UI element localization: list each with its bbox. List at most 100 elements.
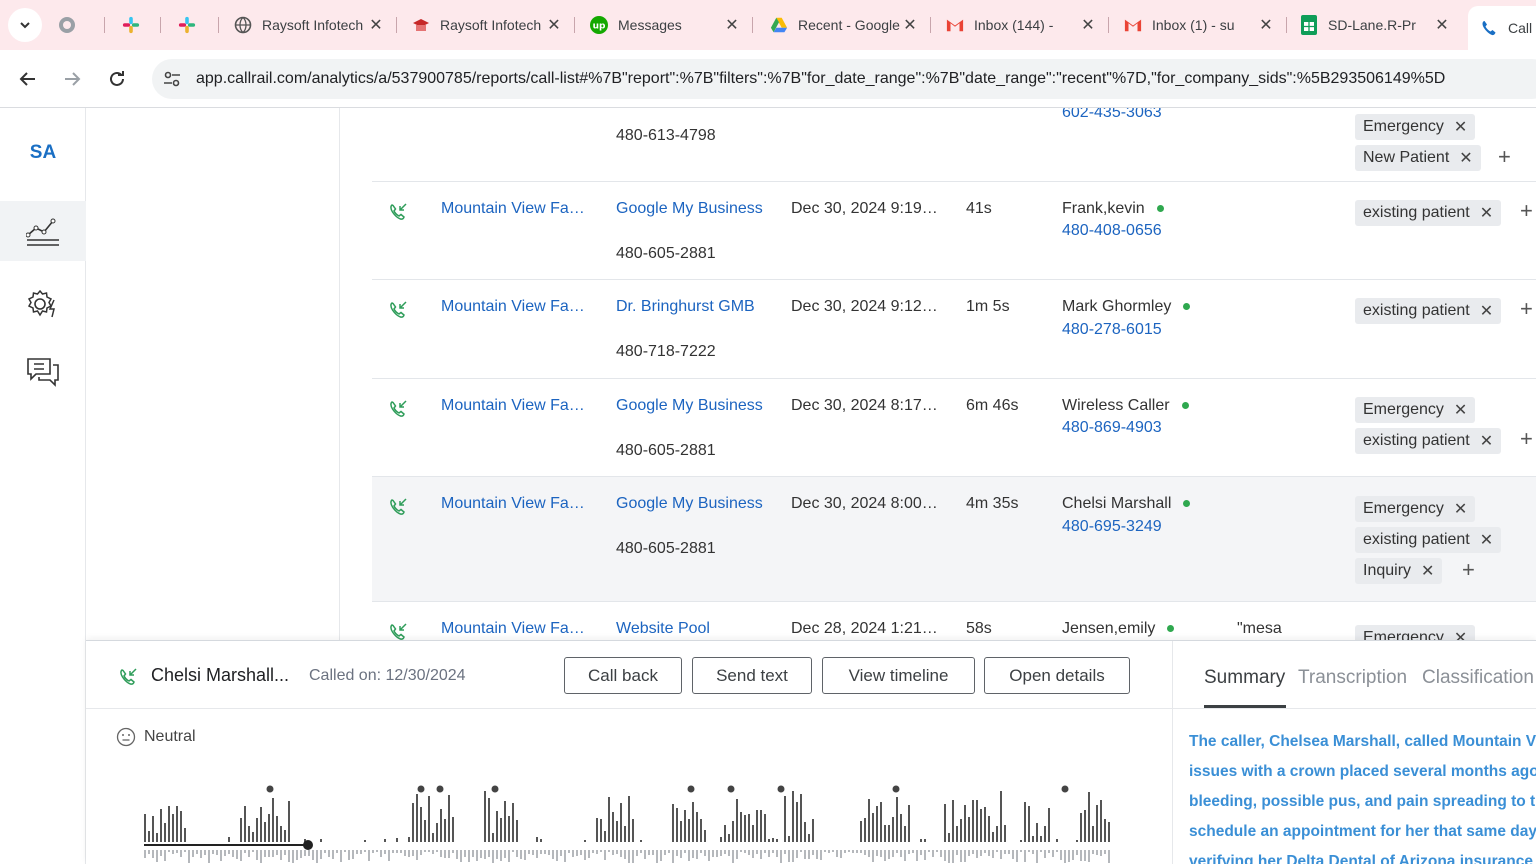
nav-analytics[interactable] <box>0 201 86 261</box>
tab-transcription[interactable]: Transcription <box>1298 667 1408 688</box>
table-row[interactable]: 602-435-3063 480-613-4798 Emergency ✕ New… <box>372 108 1536 182</box>
forward-button[interactable] <box>57 64 87 94</box>
add-tag-button[interactable]: + <box>1520 426 1533 451</box>
waveform-bar <box>396 850 398 853</box>
keyword-marker[interactable] <box>777 785 785 793</box>
close-tab-icon[interactable]: ✕ <box>1081 17 1095 34</box>
close-tab-icon[interactable]: ✕ <box>903 17 917 34</box>
company-link[interactable]: Mountain View Fa… <box>441 495 585 512</box>
keyword-marker[interactable] <box>491 785 499 793</box>
waveform-bar <box>884 850 886 861</box>
nav-conversations[interactable] <box>0 342 86 402</box>
remove-tag-icon[interactable]: ✕ <box>1459 150 1473 167</box>
add-tag-button[interactable]: + <box>1498 144 1511 169</box>
source-link[interactable]: Google My Business <box>616 200 763 217</box>
table-row-selected[interactable]: Mountain View Fa… Google My Business 480… <box>372 476 1536 601</box>
waveform-bar <box>464 850 466 857</box>
keyword-marker[interactable] <box>727 785 735 793</box>
waveform-bar <box>972 850 974 854</box>
waveform-bar <box>1044 850 1046 858</box>
view-timeline-button[interactable]: View timeline <box>822 657 975 694</box>
keyword-marker[interactable] <box>436 785 444 793</box>
source-link[interactable]: Google My Business <box>616 495 763 512</box>
reload-button[interactable] <box>102 64 132 94</box>
tab-search-button[interactable] <box>8 8 42 42</box>
table-row[interactable]: Mountain View Fa… Google My Business 480… <box>372 378 1536 476</box>
remove-tag-icon[interactable]: ✕ <box>1479 303 1494 320</box>
waveform-bar <box>712 850 714 857</box>
caller-phone-link[interactable]: 480-695-3249 <box>1062 518 1162 535</box>
playhead-handle[interactable] <box>303 840 313 850</box>
source-link[interactable]: Google My Business <box>616 397 763 414</box>
remove-tag-icon[interactable]: ✕ <box>1479 532 1494 549</box>
close-tab-icon[interactable]: ✕ <box>369 17 383 34</box>
keyword-marker[interactable] <box>266 785 274 793</box>
tab-2[interactable] <box>122 8 158 42</box>
waveform-bar <box>432 850 434 854</box>
waveform-bar <box>824 850 826 852</box>
company-link[interactable]: Mountain View Fa… <box>441 620 585 637</box>
caller-phone-link[interactable]: 480-869-4903 <box>1062 419 1162 436</box>
tab-raysoft-2[interactable]: Raysoft Infotech ✕ <box>412 8 564 42</box>
waveform-bar <box>632 819 634 842</box>
tab-raysoft-1[interactable]: Raysoft Infotech ✕ <box>234 8 386 42</box>
table-row[interactable]: Mountain View Fa… Website Pool Dec 28, 2… <box>372 601 1536 640</box>
remove-tag-icon[interactable]: ✕ <box>1479 205 1494 222</box>
call-back-button[interactable]: Call back <box>564 657 682 694</box>
caller-phone-link[interactable]: 480-278-6015 <box>1062 321 1162 338</box>
address-bar[interactable]: app.callrail.com/analytics/a/537900785/r… <box>152 59 1536 99</box>
waveform-bar <box>444 850 446 858</box>
company-link[interactable]: Mountain View Fa… <box>441 298 585 315</box>
tab-callrail-active[interactable]: Call <box>1468 6 1536 50</box>
remove-tag-icon[interactable]: ✕ <box>1421 563 1435 580</box>
keyword-text: "mesa <box>1237 620 1282 637</box>
waveform-bar <box>504 801 506 842</box>
keyword-marker[interactable] <box>417 785 425 793</box>
waveform-bar <box>952 800 954 842</box>
close-tab-icon[interactable]: ✕ <box>547 17 561 34</box>
tab-1[interactable] <box>58 8 94 42</box>
waveform-bar <box>920 850 922 855</box>
remove-tag-icon[interactable]: ✕ <box>1453 402 1468 419</box>
keyword-marker[interactable] <box>892 785 900 793</box>
close-tab-icon[interactable]: ✕ <box>1259 17 1273 34</box>
tab-google-drive[interactable]: Recent - Google Drive ✕ <box>770 8 920 42</box>
remove-tag-icon[interactable]: ✕ <box>1479 433 1494 450</box>
company-link[interactable]: Mountain View Fa… <box>441 397 585 414</box>
tab-messages[interactable]: up Messages ✕ <box>590 8 742 42</box>
source-link[interactable]: Website Pool <box>616 620 710 637</box>
remove-tag-icon[interactable]: ✕ <box>1453 501 1468 518</box>
account-logo[interactable]: SA <box>29 142 57 163</box>
company-link[interactable]: Mountain View Fa… <box>441 200 585 217</box>
close-tab-icon[interactable]: ✕ <box>725 17 739 34</box>
caller-phone-link[interactable]: 602-435-3063 <box>1062 108 1162 121</box>
site-info-icon[interactable] <box>162 69 182 89</box>
close-tab-icon[interactable]: ✕ <box>1435 17 1449 34</box>
inbound-call-icon <box>118 667 138 692</box>
tab-gmail-2[interactable]: Inbox (1) - su ✕ <box>1124 8 1276 42</box>
tab-gmail-1[interactable]: Inbox (144) - ✕ <box>946 8 1098 42</box>
tab-3[interactable] <box>178 8 214 42</box>
tab-summary[interactable]: Summary <box>1204 667 1286 688</box>
add-tag-button[interactable]: + <box>1520 296 1533 321</box>
add-tag-button[interactable]: + <box>1462 557 1475 582</box>
send-text-button[interactable]: Send text <box>692 657 812 694</box>
keyword-marker[interactable] <box>687 785 695 793</box>
source-link[interactable]: Dr. Bringhurst GMB <box>616 298 755 315</box>
caller-name: Chelsi Marshall <box>1062 495 1191 513</box>
table-row[interactable]: Mountain View Fa… Dr. Bringhurst GMB 480… <box>372 279 1536 378</box>
table-row[interactable]: Mountain View Fa… Google My Business 480… <box>372 181 1536 279</box>
open-details-button[interactable]: Open details <box>984 657 1130 694</box>
remove-tag-icon[interactable]: ✕ <box>1453 630 1468 640</box>
keyword-marker[interactable] <box>1061 785 1069 793</box>
add-tag-button[interactable]: + <box>1520 198 1533 223</box>
tab-sheets[interactable]: SD-Lane.R-Pr ✕ <box>1300 8 1452 42</box>
nav-settings[interactable] <box>0 274 86 334</box>
tab-classification[interactable]: Classification <box>1422 667 1534 688</box>
waveform-bar <box>884 825 886 842</box>
back-button[interactable] <box>13 64 43 94</box>
audio-waveform[interactable] <box>144 781 1114 864</box>
inbound-call-icon <box>388 399 408 424</box>
remove-tag-icon[interactable]: ✕ <box>1453 119 1468 136</box>
caller-phone-link[interactable]: 480-408-0656 <box>1062 222 1162 239</box>
